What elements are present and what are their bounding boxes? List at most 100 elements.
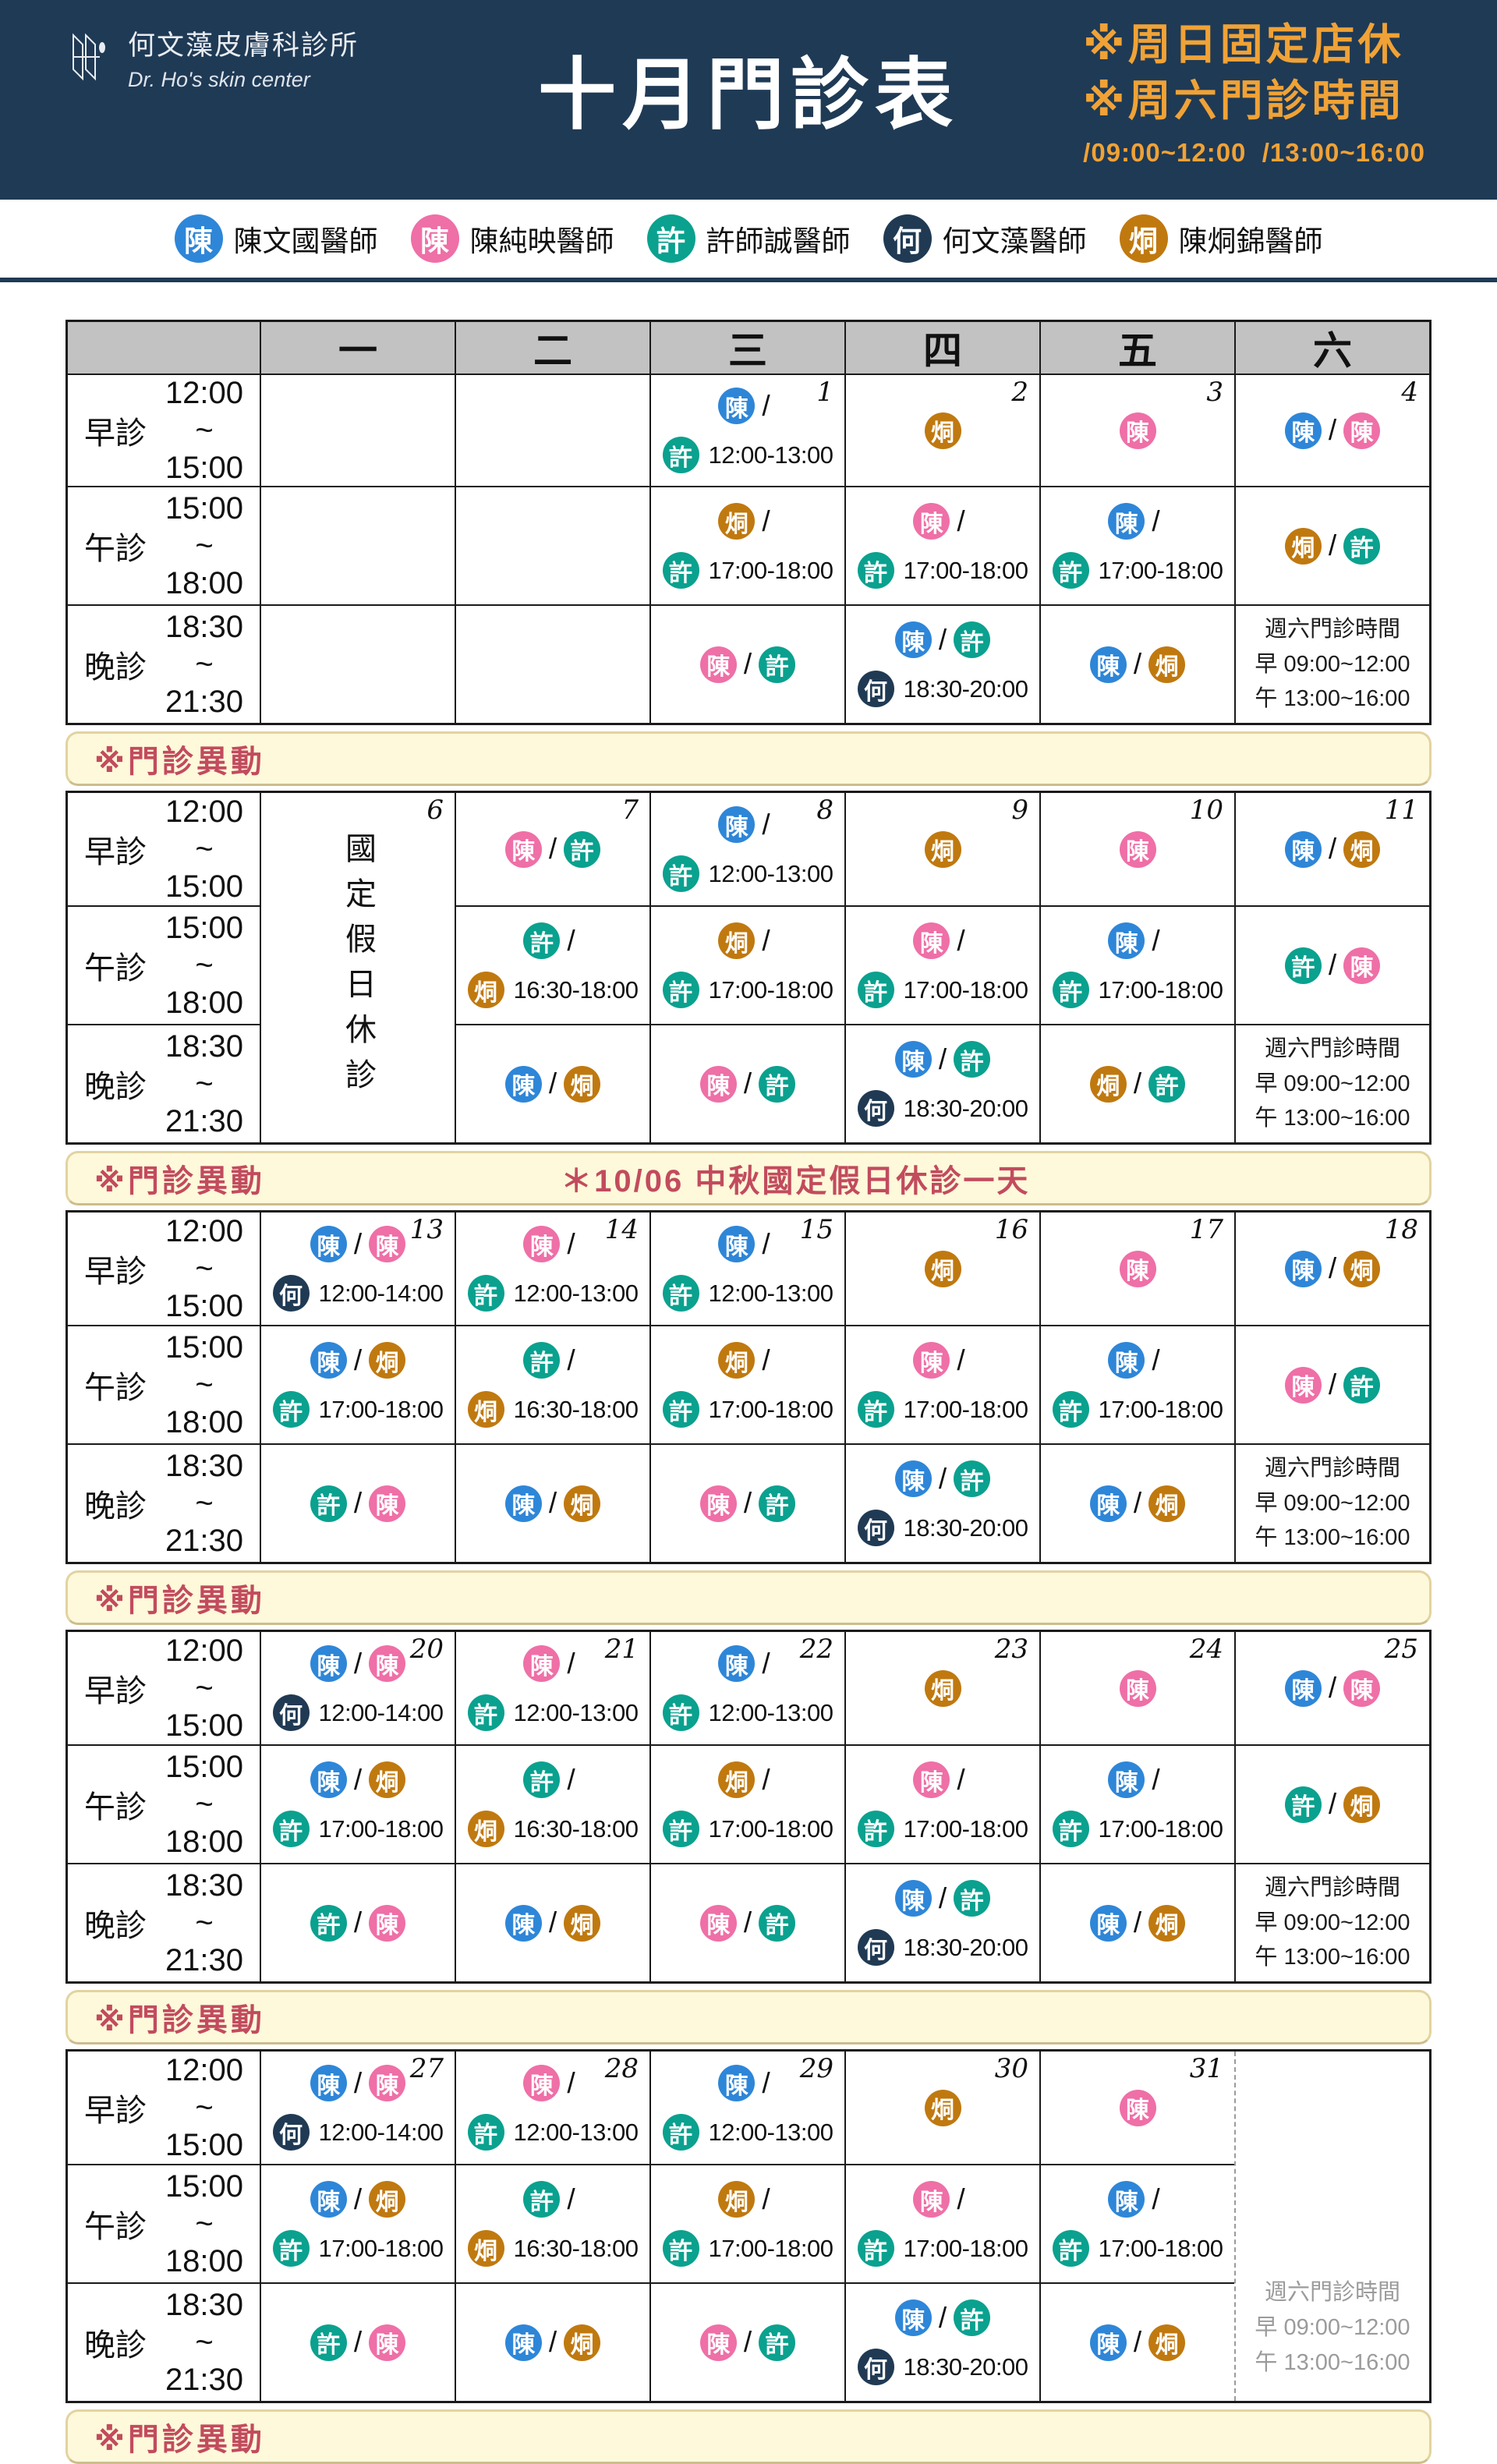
schedule-cell: 許 / 烔 (1234, 1744, 1429, 1863)
session-time-range: 12:00 ~15:00 (165, 1632, 243, 1744)
schedule-cell: 23 烔 (844, 1632, 1039, 1744)
doctor-badge-navy: 何 (272, 1275, 310, 1312)
cell-line: 陳 / 烔 (1089, 1904, 1186, 1942)
session-extra-time: 17:00-18:00 (1098, 2234, 1223, 2262)
cell-line: 陳 / 許 (894, 1041, 991, 1078)
doctor-badge-orange: 烔 (564, 1065, 601, 1103)
doctor-badge-blue: 陳 (1089, 1904, 1127, 1942)
cell-line: 陳 / 陳 (310, 1645, 406, 1682)
legend-item-teal: 許許師誠醫師 (646, 214, 851, 263)
schedule-cell: 1 陳 / 許 12:00-13:00 (649, 373, 844, 486)
doctor-badge-teal: 許 (467, 2114, 504, 2151)
slash-separator: / (548, 1067, 557, 1099)
schedule-cell (455, 373, 649, 486)
doctor-badge-teal: 許 (662, 2114, 699, 2151)
schedule-cell: 31 陳 (1039, 2052, 1234, 2164)
doctor-badge-blue: 陳 (718, 806, 756, 843)
doctor-badge-teal: 許 (523, 2181, 561, 2218)
slash-separator: / (353, 1487, 363, 1519)
doctor-badge-blue: 陳 (1089, 2324, 1127, 2361)
schedule-cell: 許 / 陳 (260, 2282, 455, 2401)
session-extra-time: 12:00-13:00 (708, 2118, 833, 2146)
slash-separator: / (1133, 1067, 1142, 1099)
session-time-end: 18:00 (165, 2244, 244, 2278)
session-extra-time: 17:00-18:00 (903, 975, 1028, 1004)
schedule-cell: 許 / 陳 (260, 1863, 455, 1981)
schedule-cell: 陳 / 許 (649, 2282, 844, 2401)
session-extra-time: 18:30-20:00 (903, 1933, 1028, 1961)
session-time-end: 18:00 (165, 1825, 244, 1859)
schedule-cell: 烔 / 許 17:00-18:00 (649, 1744, 844, 1863)
session-extra-time: 12:00-13:00 (708, 1279, 833, 1307)
doctor-badge-orange: 烔 (924, 412, 961, 449)
doctor-badge-blue: 陳 (894, 621, 932, 658)
cell-line: 何 18:30-20:00 (857, 2349, 1028, 2385)
cell-line: 陳 / (913, 1761, 971, 1798)
session-extra-time: 17:00-18:00 (708, 556, 833, 584)
session-label: 早診 (83, 1255, 147, 1289)
national-holiday-text: 國定假日休診 (341, 832, 375, 1103)
doctor-badge-navy: 何 (857, 1510, 894, 1546)
mid-autumn-holiday-note: ＊10/06 中秋國定假日休診一天 (561, 1164, 1031, 1198)
schedule-cell: 陳 / 許 (649, 604, 844, 723)
schedule-cell: 陳 / 許 (649, 1024, 844, 1142)
schedule-cell: 陳 / 許 (1234, 1325, 1429, 1443)
doctor-badge-pink: 陳 (369, 1645, 406, 1682)
doctor-badge-teal: 許 (759, 1485, 796, 1522)
day-number: 6 (426, 795, 444, 826)
day-number: 1 (816, 377, 833, 408)
schedule-cell: 8 陳 / 許 12:00-13:00 (649, 793, 844, 905)
cell-line: 陳 / 許 (894, 1460, 991, 1497)
cell-line: 陳 / 陳 (1284, 412, 1381, 449)
cell-line: 許 12:00-13:00 (662, 1694, 833, 1731)
doctor-badge-teal: 許 (523, 1342, 561, 1379)
doctor-badge-blue: 陳 (894, 1041, 932, 1078)
cell-line: 烔 16:30-18:00 (467, 2230, 639, 2267)
slash-separator: / (567, 2066, 575, 2099)
doctor-badge-teal: 許 (759, 1065, 796, 1103)
session-time-mid: ~ (195, 1067, 214, 1101)
doctor-badge-teal: 許 (759, 2324, 796, 2361)
cell-line: 許 17:00-18:00 (1052, 1391, 1223, 1428)
schedule-cell: 陳 / 許何 18:30-20:00 (844, 1024, 1039, 1142)
weekday-header: 六 (1234, 322, 1429, 373)
october-schedule-calendar: 一二三四五六早診 12:00 ~15:00 午診 15:00 ~18:00 晚診 18:30 ~… (0, 282, 1497, 2464)
day-number: 17 (1189, 1214, 1223, 1245)
day-number: 27 (409, 2053, 444, 2084)
day-number: 29 (799, 2053, 833, 2084)
sat-note-morning: 早 09:00~12:00 (1255, 2315, 1410, 2341)
slash-separator: / (353, 2066, 363, 2099)
slash-separator: / (957, 924, 965, 957)
doctor-badge-pink: 陳 (410, 214, 459, 263)
weekday-header-corner (68, 322, 260, 373)
doctor-badge-teal: 許 (759, 646, 796, 683)
cell-line: 何 12:00-14:00 (272, 1694, 444, 1731)
cell-line: 烔 / 許 (1284, 527, 1381, 565)
session-time-end: 21:30 (165, 685, 244, 719)
cell-line: 烔 (924, 830, 961, 868)
cell-line: 烔 / (718, 503, 777, 540)
schedule-cell: 陳 / 許何 18:30-20:00 (844, 1443, 1039, 1562)
slash-separator: / (1328, 1368, 1337, 1400)
legend-item-orange: 烔陳烔錦醫師 (1119, 214, 1323, 263)
cell-line: 許 / 烔 (1284, 1786, 1381, 1823)
weekday-header: 一 (260, 322, 455, 373)
doctor-badge-teal: 許 (467, 1694, 504, 1731)
doctor-badge-blue: 陳 (718, 388, 756, 424)
cell-line: 許 / 陳 (310, 1904, 406, 1942)
header-notes: ※周日固定店休 ※周六門診時間 /09:00~12:00 /13:00~16:0… (1083, 17, 1425, 168)
session-label-cell: 早診 12:00 ~15:00 (68, 1632, 260, 1744)
clinic-change-label: ※門診異動 (94, 1584, 265, 1618)
doctor-badge-teal: 許 (954, 2299, 991, 2336)
doctor-badge-orange: 烔 (1148, 646, 1186, 683)
doctor-badge-teal: 許 (662, 437, 699, 473)
doctor-badge-navy: 何 (857, 671, 894, 707)
session-time-end: 21:30 (165, 1104, 244, 1138)
slash-separator: / (567, 1647, 575, 1680)
cell-line: 許 17:00-18:00 (662, 2230, 833, 2267)
session-extra-time: 17:00-18:00 (903, 1814, 1028, 1843)
doctor-badge-blue: 陳 (718, 1645, 756, 1682)
session-label: 晚診 (83, 1909, 147, 1943)
doctor-badge-pink: 陳 (523, 1645, 561, 1682)
session-time-start: 12:00 (165, 1634, 244, 1668)
